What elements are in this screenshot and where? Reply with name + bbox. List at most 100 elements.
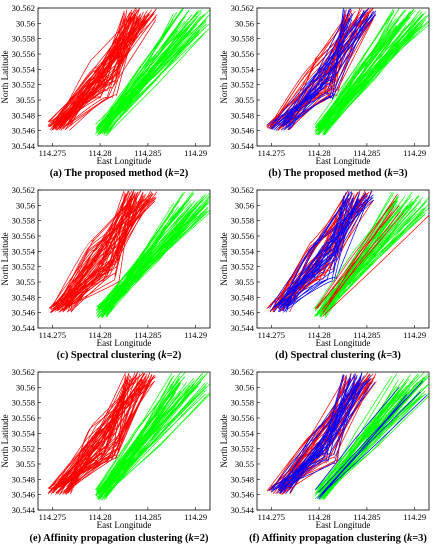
trajectory-line [51, 379, 143, 486]
trajectory-line [69, 376, 156, 495]
y-tick-label: 30.562 [231, 185, 254, 195]
trajectory-line [279, 197, 347, 309]
trajectory-line [270, 8, 352, 126]
trajectory-line [317, 386, 397, 491]
trajectory-line [97, 207, 183, 309]
y-axis-label: North Latitude [0, 414, 10, 467]
trajectory-line [104, 195, 204, 314]
trajectory-line [270, 378, 372, 491]
trajectory-line [314, 200, 395, 310]
trajectory-line [277, 374, 356, 487]
trajectory-line [314, 197, 398, 309]
y-tick-label: 30.546 [231, 308, 254, 318]
x-tick-label: 114.28 [89, 512, 112, 522]
trajectory-line [314, 18, 415, 129]
y-tick-label: 30.56 [235, 18, 254, 28]
trajectory-line [324, 13, 424, 126]
y-tick-label: 30.55 [16, 277, 35, 287]
trajectory-line [275, 378, 351, 490]
trajectory-line [282, 19, 344, 127]
y-tick-label: 30.554 [12, 246, 36, 256]
x-axis-label: East Longitude [97, 338, 152, 348]
chart-panel-c: 30.562 30.56 30.558 30.556 30.554 30.552 30.55… [0, 185, 211, 361]
trajectory-line [323, 211, 401, 313]
trajectory-line [101, 375, 204, 493]
y-tick-label: 30.562 [12, 3, 35, 13]
trajectory-line [64, 16, 138, 130]
trajectory-line [102, 202, 201, 313]
x-tick-label: 114.28 [89, 148, 112, 158]
trajectory-line [286, 381, 372, 487]
y-tick-label: 30.544 [231, 505, 255, 515]
y-tick-label: 30.55 [16, 95, 35, 105]
y-tick-label: 30.554 [231, 64, 255, 74]
trajectory-line [287, 373, 363, 488]
y-tick-label: 30.546 [12, 490, 35, 500]
trajectory-line [59, 197, 157, 313]
trajectory-line [49, 380, 153, 490]
x-tick-label: 114.29 [403, 148, 426, 158]
y-tick-label: 30.558 [231, 34, 254, 44]
trajectory-line [96, 387, 186, 499]
trajectory-line [316, 394, 428, 499]
y-tick-label: 30.562 [12, 367, 35, 377]
y-tick-label: 30.544 [12, 505, 36, 515]
y-tick-label: 30.552 [231, 262, 254, 272]
trajectory-line [289, 198, 349, 306]
y-axis-label: North Latitude [219, 50, 229, 103]
y-tick-label: 30.556 [12, 49, 35, 59]
y-tick-label: 30.544 [231, 141, 255, 151]
x-tick-label: 114.28 [89, 330, 112, 340]
trajectory-line [274, 198, 360, 309]
trajectory-line [274, 192, 367, 304]
trajectory-line [270, 380, 368, 489]
trajectory-line [99, 377, 173, 500]
trajectory-line [69, 15, 146, 131]
x-tick-label: 114.28 [308, 512, 331, 522]
panel-caption: (c) Spectral clustering (k=2) [57, 350, 182, 361]
trajectory-line [106, 34, 178, 135]
trajectory-line [104, 392, 210, 495]
trajectory-line [278, 192, 361, 307]
trajectory-group [266, 8, 429, 136]
trajectory-line [322, 391, 405, 489]
trajectory-line [321, 212, 404, 311]
trajectory-line [276, 8, 345, 124]
y-tick-label: 30.548 [12, 474, 35, 484]
trajectory-line [318, 396, 422, 500]
trajectory-line [100, 8, 184, 128]
trajectory-line [60, 18, 150, 131]
y-tick-label: 30.548 [12, 110, 35, 120]
trajectory-line [97, 27, 187, 134]
trajectory-line [54, 193, 154, 307]
y-tick-label: 30.55 [16, 459, 35, 469]
trajectory-line [55, 373, 153, 493]
chart-panel-e: 30.562 30.56 30.558 30.556 30.554 30.552 30.55… [0, 367, 211, 544]
y-tick-label: 30.56 [235, 200, 254, 210]
trajectory-line [95, 391, 174, 491]
y-tick-label: 30.55 [235, 95, 254, 105]
trajectory-line [271, 10, 364, 130]
x-axis-label: East Longitude [316, 338, 371, 348]
trajectory-line [100, 192, 195, 316]
trajectory-line [318, 390, 401, 498]
trajectory-line [56, 13, 126, 131]
y-tick-label: 30.548 [12, 292, 35, 302]
x-tick-label: 114.29 [403, 330, 426, 340]
trajectory-line [272, 372, 363, 491]
y-tick-label: 30.546 [12, 308, 35, 318]
y-tick-label: 30.556 [12, 413, 35, 423]
trajectory-line [318, 390, 414, 500]
trajectory-line [57, 378, 131, 488]
x-tick-label: 114.29 [184, 512, 207, 522]
chart-panel-f: 30.562 30.56 30.558 30.556 30.554 30.552 30.55… [219, 367, 430, 544]
y-tick-label: 30.554 [12, 64, 36, 74]
trajectory-line [272, 15, 376, 125]
trajectory-line [325, 384, 428, 494]
x-tick-label: 114.29 [403, 512, 426, 522]
trajectory-line [47, 14, 141, 127]
y-tick-label: 30.556 [12, 231, 35, 241]
trajectory-line [289, 17, 351, 130]
y-tick-label: 30.562 [231, 367, 254, 377]
x-tick-label: 114.28 [308, 148, 331, 158]
